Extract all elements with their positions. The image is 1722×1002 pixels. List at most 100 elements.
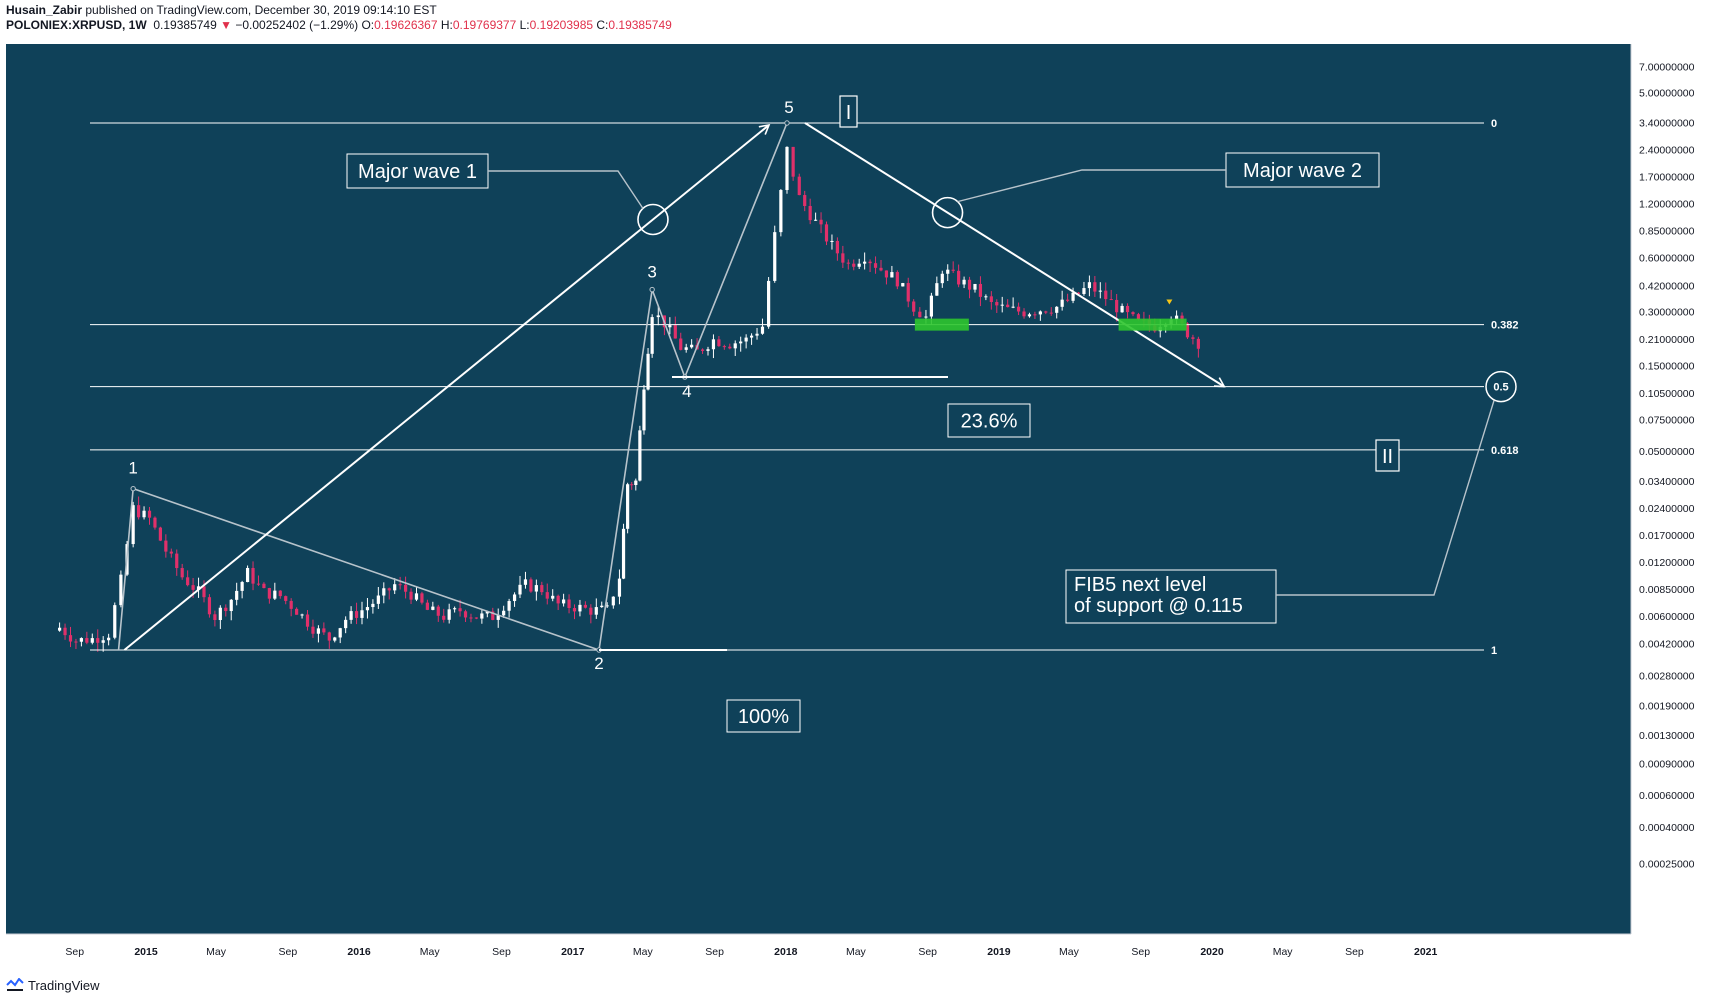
candle-body: [387, 588, 391, 591]
y-tick-label: 0.00090000: [1639, 759, 1695, 771]
wave-label: 4: [682, 382, 691, 401]
candle-body: [1033, 314, 1037, 316]
candle-body: [617, 578, 622, 597]
candle-body: [1196, 338, 1200, 349]
candle-body: [634, 480, 638, 485]
candle-body: [1044, 311, 1048, 313]
candle-body: [1049, 312, 1053, 314]
close-label: C:: [596, 18, 609, 32]
support-zone-2018[interactable]: [914, 318, 969, 331]
candle-body: [496, 615, 500, 620]
candle-body: [235, 590, 239, 600]
retracement-100-label-text: 100%: [738, 706, 789, 728]
x-tick-label: May: [420, 946, 441, 958]
major-wave-1-connector: [488, 170, 644, 209]
candle-body: [147, 510, 152, 518]
candle-body: [240, 582, 244, 591]
candle-body: [349, 611, 353, 620]
candle-body: [638, 430, 642, 481]
candle-body: [256, 583, 261, 585]
retracement-100-label-box[interactable]: [726, 699, 801, 733]
y-tick-label: 0.15000000: [1639, 360, 1695, 372]
candle-body: [284, 596, 288, 601]
y-tick-label: 0.03400000: [1639, 476, 1695, 488]
candle-body: [474, 617, 479, 619]
candle-body: [773, 232, 777, 281]
y-tick-label: 0.00190000: [1639, 700, 1695, 712]
candle-body: [679, 338, 683, 350]
wave-point-marker: [784, 120, 790, 126]
candle-body: [935, 283, 939, 296]
wave-label: 3: [647, 263, 656, 282]
candle-body: [502, 610, 506, 616]
candle-body: [873, 263, 878, 268]
price-axis[interactable]: [1631, 44, 1716, 934]
candle-body: [749, 335, 754, 338]
author-name[interactable]: Husain_Zabir: [6, 3, 83, 17]
major-wave-label-box[interactable]: [1375, 439, 1400, 472]
candle-body: [1055, 306, 1059, 313]
candle-body: [96, 638, 100, 643]
candle-body: [79, 638, 83, 642]
candle-body: [420, 593, 424, 603]
alert-marker-icon: [1166, 299, 1173, 305]
major-wave-2-line[interactable]: [804, 122, 1226, 388]
candle-body: [835, 240, 840, 254]
fib-level-label: 0: [1491, 118, 1497, 130]
candle-body: [621, 528, 626, 579]
x-tick-label: 2020: [1200, 946, 1224, 958]
x-tick-label: 2019: [987, 946, 1011, 958]
candle-body: [744, 337, 748, 342]
y-tick-label: 0.00040000: [1639, 822, 1695, 834]
x-tick-label: Sep: [279, 946, 298, 958]
major-wave-1-label-box[interactable]: [346, 153, 489, 189]
candle-body: [463, 611, 468, 618]
candle-body: [995, 302, 999, 306]
low-label: L:: [519, 18, 530, 32]
retracement-23-label-text: 23.6%: [961, 411, 1018, 433]
candle-body: [267, 588, 271, 599]
candle-body: [830, 240, 834, 242]
candle-body: [755, 333, 759, 336]
candle-body: [1131, 312, 1135, 315]
candle-body: [245, 567, 250, 583]
candle-body: [131, 505, 135, 545]
candle-body: [295, 608, 299, 615]
low-value: 0.19203985: [529, 18, 594, 32]
price-chart[interactable]: 10.00000000 7.00000000 5.00000000 3.4000000…: [6, 44, 1716, 968]
minor-wave-line[interactable]: [117, 122, 788, 652]
x-tick-label: Sep: [492, 946, 511, 958]
candle-body: [1027, 314, 1032, 317]
y-tick-label: 0.07500000: [1639, 414, 1695, 426]
y-tick-label: 0.85000000: [1639, 225, 1695, 237]
candle-body: [1066, 299, 1070, 301]
candle-body: [1060, 299, 1064, 307]
major-wave-1-circle: [637, 203, 669, 236]
support-zone-2019[interactable]: [1118, 318, 1187, 331]
candle-body: [906, 283, 910, 302]
y-tick-label: 0.21000000: [1639, 334, 1695, 346]
major-wave-label: II: [1382, 446, 1393, 468]
publish-line: Husain_Zabir published on TradingView.co…: [6, 3, 672, 18]
candle-body: [779, 190, 783, 233]
candle-body: [180, 568, 184, 578]
major-wave-label-box[interactable]: [839, 95, 858, 128]
candle-body: [929, 295, 933, 317]
x-tick-label: Sep: [705, 946, 724, 958]
candle-body: [567, 599, 571, 609]
retracement-23-label-box[interactable]: [947, 403, 1031, 438]
x-tick-label: 2018: [774, 946, 798, 958]
y-tick-label: 0.00025000: [1639, 858, 1695, 870]
tradingview-brand[interactable]: TradingView: [28, 977, 100, 993]
published-text: published on TradingView.com, December 3…: [85, 3, 437, 17]
candle-body: [453, 608, 457, 610]
candle-body: [333, 637, 337, 641]
candle-body: [213, 614, 217, 621]
candle-body: [722, 346, 726, 348]
major-wave-1-line[interactable]: [123, 123, 771, 651]
candle-body: [371, 603, 375, 608]
candle-body: [436, 606, 440, 616]
time-axis[interactable]: [6, 934, 1716, 968]
fib5-callout-box[interactable]: [1065, 569, 1277, 624]
candle-body: [1000, 304, 1004, 306]
